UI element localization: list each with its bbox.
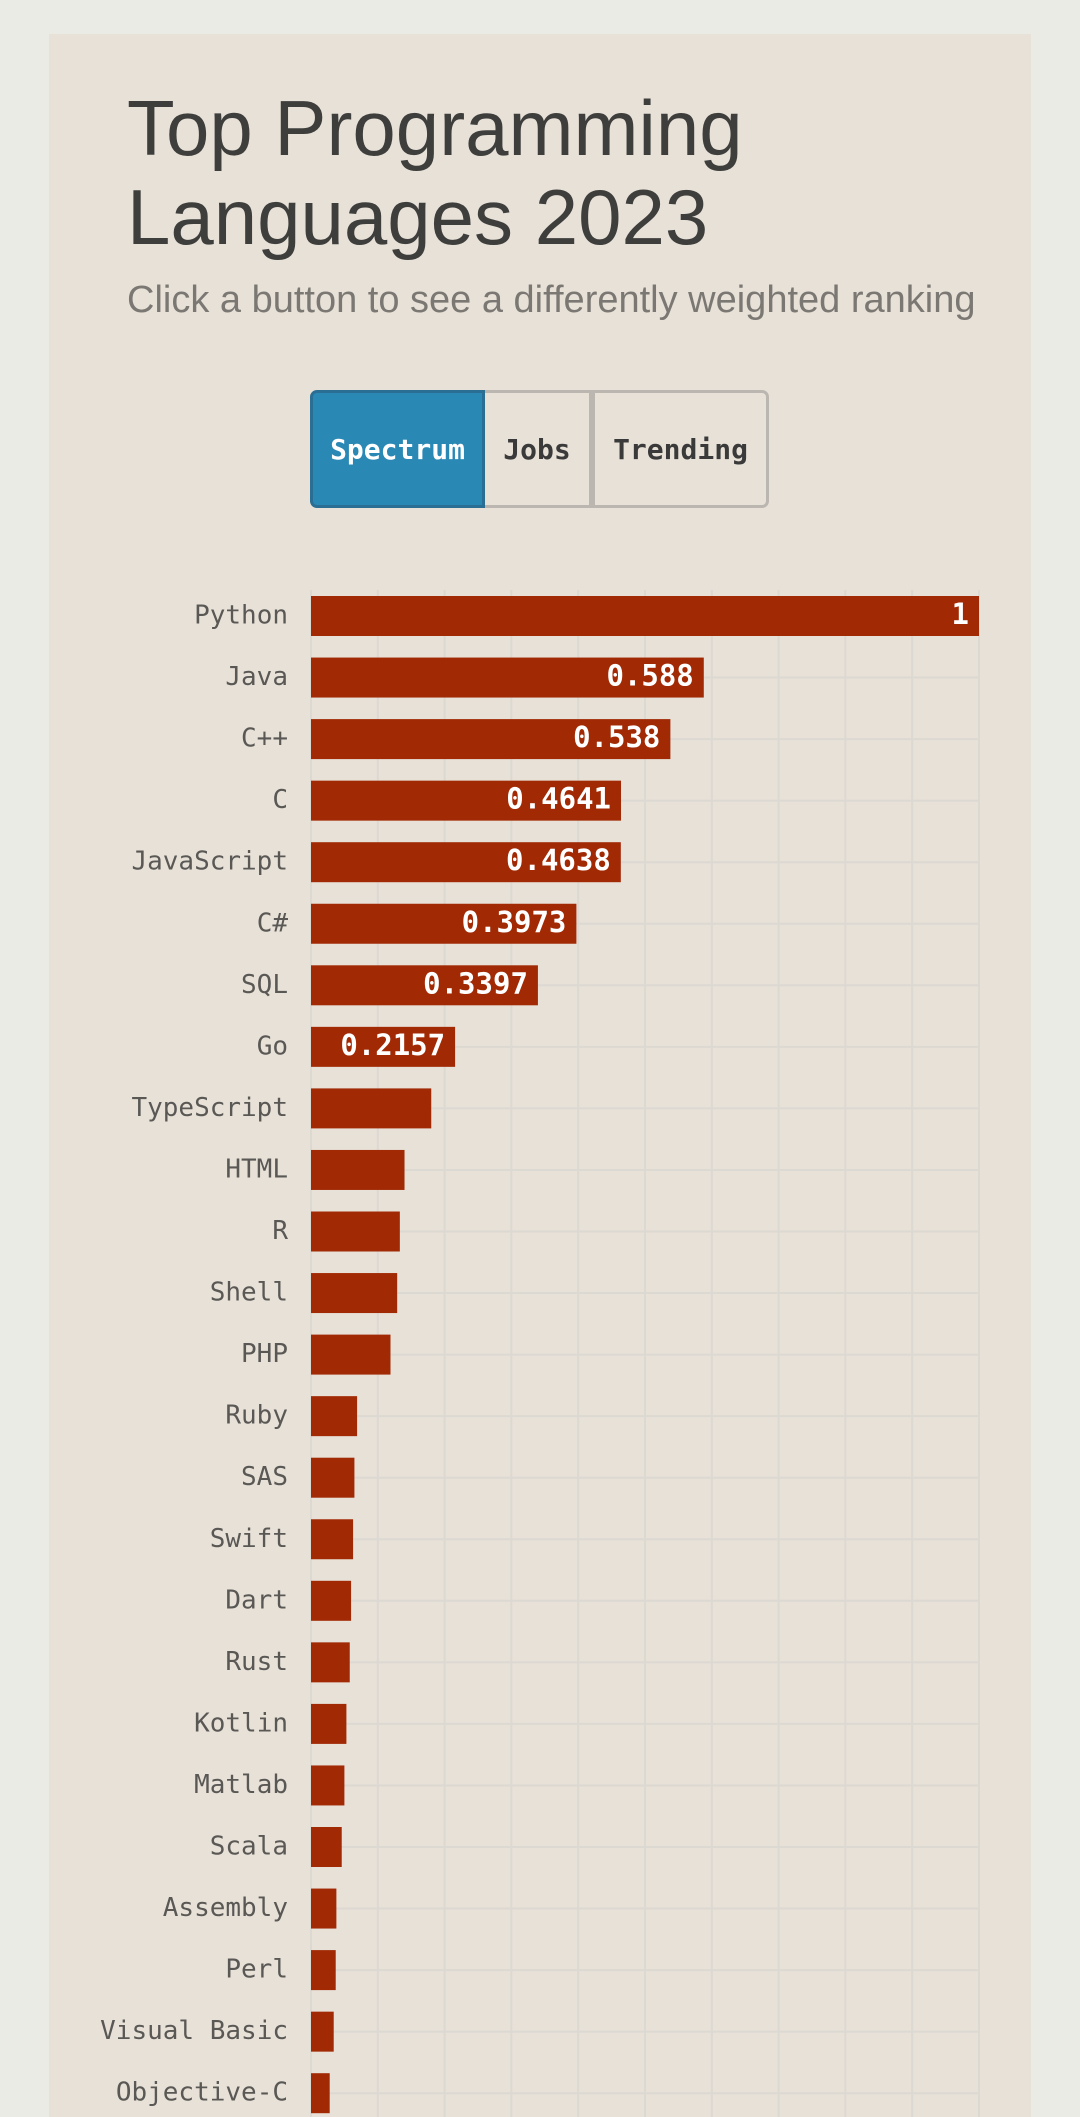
bar [311, 1334, 391, 1375]
value-label: 0.538 [573, 720, 660, 754]
category-label: Scala [210, 1832, 288, 1862]
category-label: Swift [210, 1524, 288, 1554]
category-label: Dart [225, 1585, 288, 1615]
category-label: PHP [241, 1339, 288, 1369]
category-label: Rust [225, 1647, 288, 1677]
bar [311, 1950, 336, 1991]
bar [311, 1088, 432, 1129]
value-label: 0.4638 [506, 843, 611, 877]
bar [311, 2011, 334, 2052]
category-label: R [272, 1216, 288, 1246]
bar [311, 596, 979, 636]
bar [311, 1396, 358, 1437]
value-label: 1 [952, 597, 969, 631]
bar [311, 1580, 352, 1621]
button[interactable]: Trending [592, 390, 769, 508]
bar [311, 1642, 350, 1683]
category-label: Shell [210, 1278, 288, 1308]
bar [311, 1457, 355, 1498]
category-label: TypeScript [131, 1093, 288, 1123]
category-label: Matlab [194, 1770, 288, 1800]
category-label: Assembly [163, 1893, 288, 1923]
bar [311, 842, 621, 883]
category-label: HTML [225, 1154, 288, 1184]
bar [311, 657, 704, 698]
value-label: 0.3397 [423, 966, 528, 1000]
category-label: Objective-C [116, 2078, 288, 2108]
category-label: SAS [241, 1462, 288, 1492]
button[interactable]: Spectrum [310, 390, 485, 508]
bar [311, 2073, 330, 2114]
category-label: C++ [241, 724, 288, 754]
card: Top Programming Languages 2023 Click a b… [49, 34, 1031, 2117]
bar [311, 1827, 342, 1867]
category-label: Perl [225, 1955, 288, 1985]
category-label: Python [194, 601, 288, 631]
category-label: Visual Basic [100, 2016, 288, 2046]
bar [311, 903, 577, 944]
category-label: C# [257, 908, 289, 938]
bar [311, 1149, 405, 1190]
category-label: SQL [241, 970, 288, 1000]
category-label: C [272, 785, 288, 815]
bar [311, 1765, 345, 1806]
bar [311, 1026, 456, 1067]
value-label: 0.2157 [340, 1028, 445, 1062]
button[interactable]: Jobs [485, 390, 592, 508]
bar [311, 780, 622, 821]
category-label: Ruby [225, 1401, 288, 1431]
category-label: Java [225, 662, 288, 692]
value-label: 0.588 [606, 659, 693, 693]
bar [311, 1273, 398, 1314]
value-label: 0.3973 [462, 905, 567, 939]
bar [311, 719, 671, 760]
bar [311, 1519, 354, 1560]
bar [311, 965, 538, 1006]
bar [311, 1211, 400, 1252]
subtitle: Click a button to see a differently weig… [127, 279, 976, 321]
button-group: Spectrum Jobs Trending [310, 390, 769, 508]
value-label: 0.4641 [506, 782, 611, 816]
bar [311, 1888, 337, 1929]
category-label: Kotlin [194, 1708, 288, 1738]
category-label: Go [257, 1031, 288, 1061]
category-label: JavaScript [131, 847, 288, 877]
bar [311, 1703, 347, 1744]
title: Top Programming Languages 2023 [127, 84, 743, 261]
